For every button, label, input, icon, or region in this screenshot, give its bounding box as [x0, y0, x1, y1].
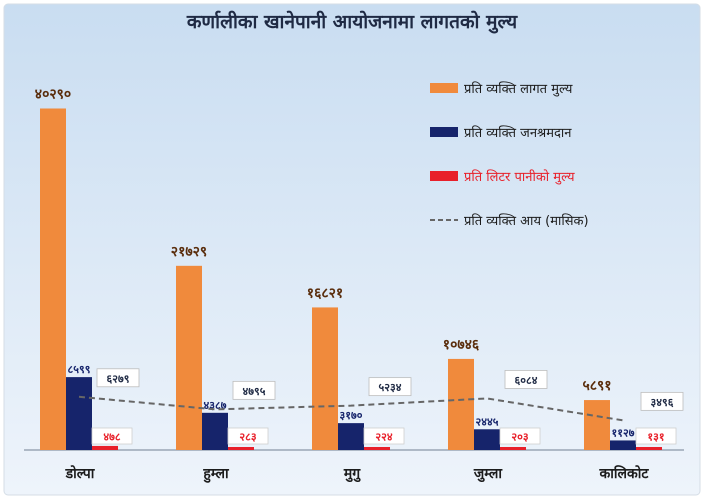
data-label-box — [96, 368, 140, 388]
data-label-box — [232, 380, 276, 400]
bar — [312, 307, 338, 450]
data-label: २१७२९ — [171, 244, 207, 260]
data-label: २०३ — [511, 431, 528, 444]
data-label: १०७४६ — [443, 337, 480, 353]
legend-label: प्रति व्यक्ति आय (मासिक) — [464, 213, 589, 229]
data-label: १६८२१ — [307, 285, 343, 301]
bar — [92, 445, 118, 450]
data-label: २२४ — [375, 431, 392, 444]
bar — [228, 447, 254, 450]
bar — [40, 108, 66, 450]
bar — [474, 429, 500, 450]
legend-label: प्रति व्यक्ति लागत मुल्य — [464, 81, 573, 97]
data-label: ८५९९ — [68, 363, 91, 376]
data-label: ४०२९० — [35, 86, 71, 102]
line-series — [78, 395, 624, 422]
data-label: ६२७९ — [107, 372, 130, 385]
data-label: ४७९५ — [243, 385, 266, 398]
legend: प्रति व्यक्ति लागत मुल्य प्रति व्यक्ति जन… — [430, 81, 589, 229]
bar — [202, 412, 228, 450]
data-label: ६०८४ — [515, 374, 538, 387]
data-label: २४४५ — [476, 415, 499, 428]
x-tick-label: मुगु — [343, 466, 361, 483]
data-label-box — [227, 427, 269, 445]
x-tick-label: डोल्पा — [65, 465, 96, 482]
legend-label: प्रति व्यक्ति जनश्रमदान — [464, 125, 572, 141]
data-label: १३१ — [647, 431, 664, 444]
data-label: ४७८ — [103, 431, 120, 444]
bar — [364, 447, 390, 450]
data-label: ५८९१ — [582, 378, 611, 394]
data-label: ११२७ — [612, 426, 635, 439]
x-tick-label: जुम्ला — [473, 466, 503, 483]
data-label-box — [635, 427, 677, 445]
data-label-box — [499, 427, 541, 445]
data-label: ३४९६ — [651, 396, 674, 409]
legend-swatch — [430, 171, 458, 181]
bar — [584, 400, 610, 450]
data-label-box — [368, 377, 412, 397]
legend-swatch — [430, 83, 458, 93]
bar — [176, 265, 202, 450]
bar — [338, 423, 364, 450]
data-label: ३१७० — [340, 409, 363, 422]
data-label-box — [363, 427, 405, 445]
chart-title: कर्णालीका खानेपानी आयोजनामा लागतको मुल्य — [186, 10, 518, 34]
data-label: ५२३४ — [379, 381, 402, 394]
legend-label: प्रति लिटर पानीको मुल्य — [464, 169, 575, 185]
data-label: २८३ — [239, 431, 256, 444]
x-tick-label: हुम्ला — [202, 466, 230, 483]
data-label-box — [504, 370, 548, 389]
data-label-box — [640, 391, 684, 411]
bar — [610, 440, 636, 450]
bar — [448, 358, 474, 450]
bar — [500, 447, 526, 450]
x-tick-label: कालिकोट — [599, 465, 650, 482]
plot-area: डोल्पा हुम्ला मुगु जुम्ला कालिकोट ४०२९० २१७२९ १… — [24, 86, 684, 483]
bar — [636, 447, 662, 450]
data-label-box — [91, 427, 133, 445]
bar — [66, 377, 92, 450]
legend-swatch — [430, 127, 458, 137]
